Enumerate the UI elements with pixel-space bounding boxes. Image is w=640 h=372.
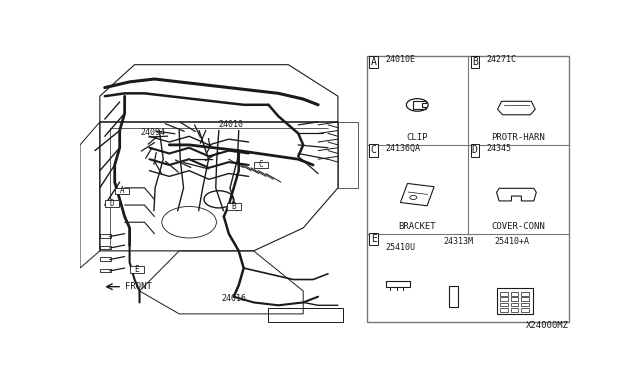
Text: 24094: 24094 xyxy=(141,128,166,137)
Text: X24000MZ: X24000MZ xyxy=(525,321,568,330)
Text: 24345: 24345 xyxy=(486,144,512,153)
Bar xyxy=(521,308,529,312)
Bar xyxy=(521,292,529,296)
Bar xyxy=(130,266,144,273)
Text: C: C xyxy=(371,145,376,155)
Text: E: E xyxy=(135,265,140,274)
Text: PROTR-HARN: PROTR-HARN xyxy=(492,133,545,142)
Text: 24313M: 24313M xyxy=(444,237,474,246)
Text: D: D xyxy=(110,199,115,208)
Bar xyxy=(500,303,508,307)
Bar xyxy=(521,303,529,307)
Text: FRONT: FRONT xyxy=(125,282,152,291)
Text: E: E xyxy=(371,234,376,244)
Bar xyxy=(511,303,518,307)
Text: CLIP: CLIP xyxy=(406,133,428,142)
Bar xyxy=(227,203,241,210)
Bar xyxy=(100,269,111,272)
Bar xyxy=(100,246,111,250)
Text: 25410+A: 25410+A xyxy=(495,237,530,246)
Bar xyxy=(511,297,518,301)
Bar xyxy=(500,297,508,301)
Bar xyxy=(497,288,533,314)
Bar xyxy=(100,257,111,261)
Text: BRACKET: BRACKET xyxy=(399,222,436,231)
Text: 24016: 24016 xyxy=(221,294,246,303)
Text: 24136QA: 24136QA xyxy=(385,144,420,153)
Bar xyxy=(511,308,518,312)
Bar xyxy=(385,280,410,287)
Bar xyxy=(449,286,458,307)
Bar xyxy=(500,308,508,312)
Text: COVER-CONN: COVER-CONN xyxy=(492,222,545,231)
Text: A: A xyxy=(120,186,124,195)
Text: B: B xyxy=(472,57,477,67)
Text: D: D xyxy=(472,145,477,155)
Bar xyxy=(254,162,268,168)
Text: A: A xyxy=(371,57,376,67)
Bar xyxy=(367,56,569,323)
Bar xyxy=(521,297,529,301)
Bar xyxy=(511,292,518,296)
Text: 24010: 24010 xyxy=(219,121,244,129)
Text: 24271C: 24271C xyxy=(486,55,516,64)
Bar xyxy=(115,187,129,194)
Bar xyxy=(500,292,508,296)
Text: 24010E: 24010E xyxy=(385,55,415,64)
Text: C: C xyxy=(259,160,263,169)
Text: 25410U: 25410U xyxy=(385,243,415,252)
Bar xyxy=(106,201,119,207)
Bar xyxy=(100,234,111,238)
Text: B: B xyxy=(232,202,236,211)
Bar xyxy=(401,183,434,206)
